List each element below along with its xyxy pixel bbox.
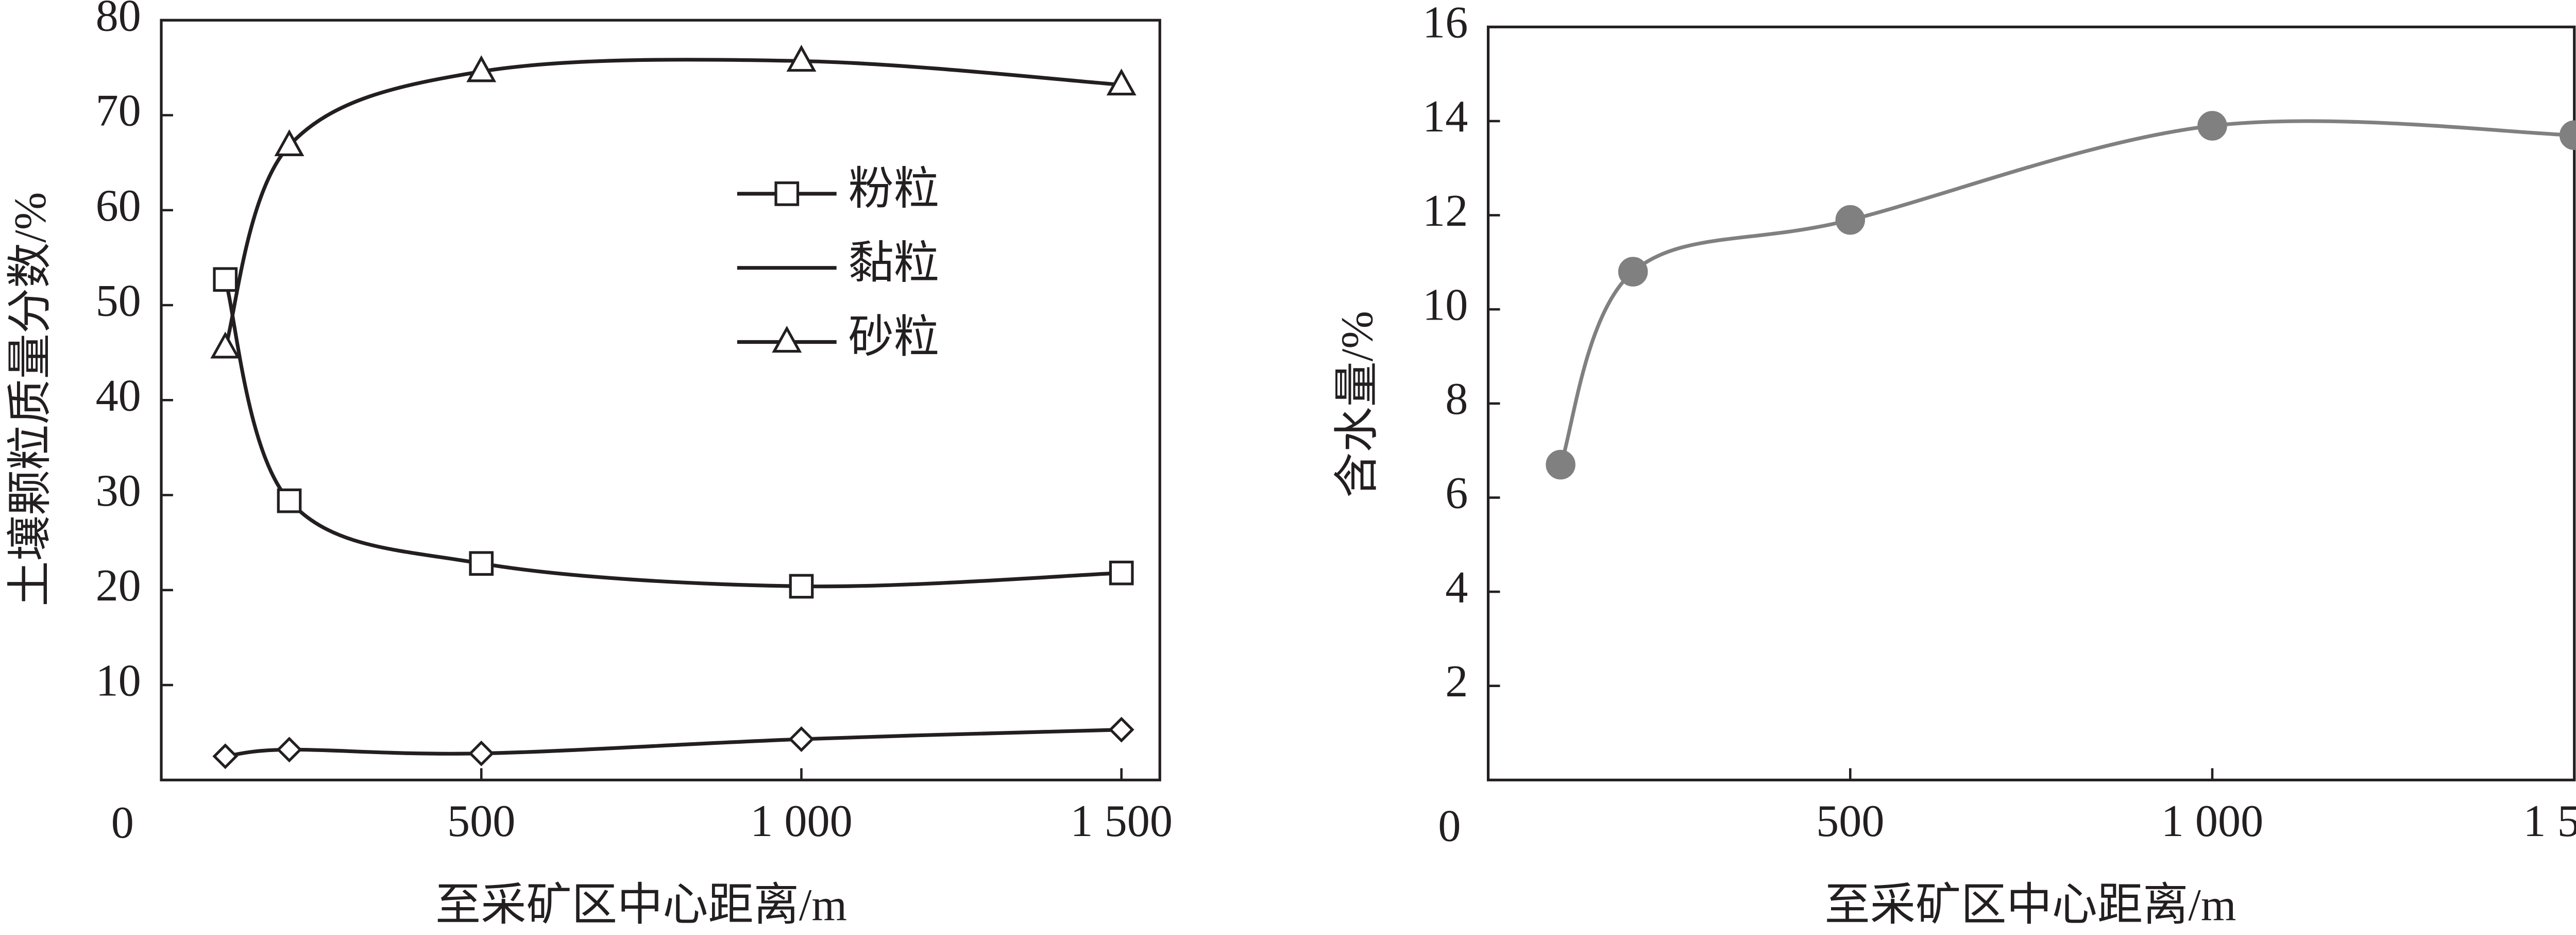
series-line	[225, 728, 1122, 758]
y-tick-label: 4	[1445, 562, 1468, 612]
legend-label: 砂粒	[849, 312, 939, 363]
marker	[1108, 716, 1134, 743]
marker	[468, 740, 495, 766]
y-tick-label: 80	[96, 0, 141, 41]
x-axis-label: 至采矿区中心距离/m	[435, 880, 847, 930]
legend-label: 粉粒	[849, 164, 939, 214]
y-tick-label: 40	[96, 371, 141, 421]
x-tick-label: 500	[447, 796, 515, 846]
marker	[789, 574, 814, 599]
y-tick-label: 16	[1422, 0, 1468, 48]
marker	[210, 331, 241, 359]
x-tick-label: 1 500	[2523, 796, 2576, 846]
y-tick-label: 20	[96, 560, 141, 611]
y-tick-label: 2	[1445, 656, 1468, 707]
marker	[277, 488, 302, 513]
marker	[1546, 449, 1575, 480]
marker	[212, 743, 239, 770]
marker	[469, 551, 494, 576]
plot-frame	[1486, 25, 2576, 781]
x-tick-label: 1 500	[1070, 796, 1173, 846]
x-tick-label: 1 000	[2161, 796, 2264, 846]
legend-marker	[772, 325, 802, 353]
y-tick-label: 10	[1422, 279, 1468, 330]
marker	[1835, 205, 1866, 235]
plot-frame	[160, 19, 1161, 781]
x-axis-label: 至采矿区中心距离/m	[1825, 880, 2236, 930]
y-tick-label: 8	[1445, 374, 1468, 424]
y-tick-label: 70	[96, 86, 141, 136]
y-axis-label: 土壤颗粒质量分数/%	[5, 192, 56, 607]
marker	[213, 267, 238, 292]
x-tick-label: 1 000	[750, 796, 853, 846]
y-tick-label: 60	[96, 180, 141, 231]
marker	[2559, 120, 2576, 151]
y-tick-label: 30	[96, 465, 141, 516]
y-tick-label: 14	[1422, 91, 1468, 142]
marker	[1109, 560, 1134, 586]
series-line	[1558, 119, 2574, 465]
marker	[466, 55, 497, 82]
legend-label: 黏粒	[849, 238, 939, 289]
y-tick-label: 10	[96, 655, 141, 706]
origin-label: 0	[111, 797, 134, 848]
y-tick-label: 6	[1445, 468, 1468, 519]
marker	[2197, 111, 2227, 141]
y-tick-label: 50	[96, 275, 141, 326]
marker	[786, 44, 817, 72]
marker	[1106, 68, 1137, 96]
origin-label: 0	[1438, 801, 1461, 851]
series-line	[223, 279, 1122, 589]
y-axis-label: 含水量/%	[1332, 311, 1383, 498]
x-tick-label: 500	[1816, 796, 1884, 846]
marker	[1618, 257, 1648, 287]
legend-marker	[774, 181, 800, 206]
series-line	[223, 58, 1122, 349]
marker	[788, 726, 815, 753]
marker	[276, 737, 302, 763]
y-tick-label: 12	[1422, 186, 1468, 236]
marker	[274, 129, 304, 157]
